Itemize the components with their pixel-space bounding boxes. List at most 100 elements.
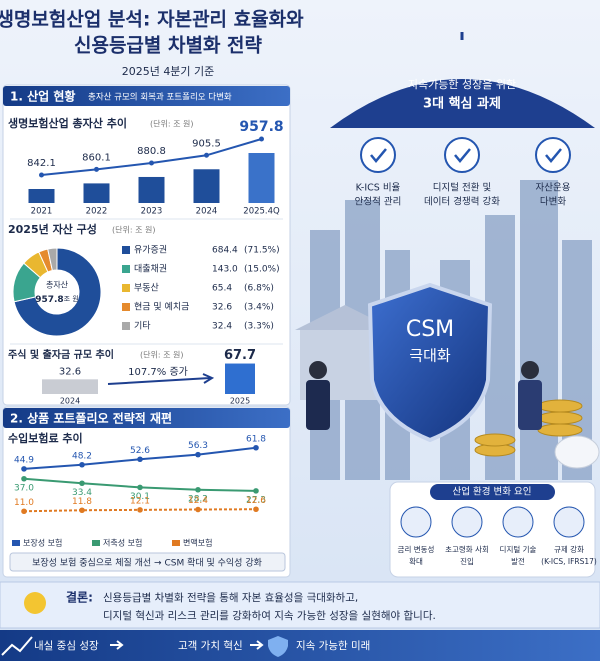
value-label: 67.7 [224,348,256,363]
shield-text: CSM [406,317,454,342]
conclusion-box [0,581,600,629]
value-label: 957.8 [239,119,283,135]
value-label: 905.5 [192,138,221,149]
value-label: 27.3 [246,495,266,505]
factor-label: 규제 강화 [554,544,584,554]
task-glyph [454,148,471,163]
legend-label: 변액보험 [183,538,212,548]
legend-label: 현금 및 예치금 [134,301,189,313]
footer-bar [0,630,600,661]
factor-icon [400,506,432,538]
legend-label: 유가증권 [134,244,167,256]
series-point [137,456,143,463]
series-point [21,508,27,515]
value-label: 860.1 [82,152,111,163]
share-label: (3.3%) [244,322,274,332]
factor-label: 초고령화 사회 [445,545,489,554]
value-label: 32.6 [212,303,232,313]
legend-swatch [122,265,130,273]
series-point [253,488,259,494]
trend-point [259,136,264,142]
title: 신용등급별 차별화 전략 [74,35,263,57]
donut-slice [47,247,58,272]
trend-point [204,152,209,158]
bar [225,363,255,394]
subtitle: 2025년 4분기 기준 [122,65,215,78]
task-icon [535,137,571,173]
value-label: 143.0 [212,265,238,275]
x-tick-label: 2025.4Q [243,207,280,217]
value-label: 12.4 [188,496,208,506]
value-label: 56.3 [188,441,208,451]
task-label: K-ICS 비율 [356,183,401,194]
legend-swatch [122,303,130,311]
bar [193,169,220,203]
center-unit: 조 원 [64,294,79,303]
center-value: 957.8 [35,295,63,305]
value-label: 12.1 [130,496,150,506]
conclusion-text: 신용등급별 차별화 전략을 통해 자본 효율성을 극대화하고, [103,591,358,604]
task-glyph [545,148,562,163]
bar [28,189,55,203]
growth-icon [1,636,33,656]
arrow [107,373,215,385]
footer-step: 고객 가치 혁신 [178,640,243,652]
factor-label: (K-ICS, IFRS17) [541,557,597,566]
series-point [137,507,143,513]
series-point [195,506,201,513]
donut-slice [13,247,102,337]
value-label: 12.6 [246,496,266,506]
bar [83,183,110,203]
legend-swatch [122,284,130,292]
legend-swatch [92,540,100,546]
donut-center-value: 957.8조 원 [35,294,79,305]
value-label: 52.6 [130,446,150,456]
task-label: 안정적 관리 [355,196,402,208]
share-label: (3.4%) [244,303,274,313]
series-point [21,466,27,472]
value-label: 11.0 [14,498,34,508]
factors-panel [389,481,596,578]
x-tick-label: 2021 [31,207,53,217]
trend-point [149,160,154,166]
annotation: 107.7% 증가 [128,366,188,378]
task-label: 데이터 경쟁력 강화 [424,196,500,208]
legend-swatch [122,322,130,330]
section-heading: 1. 산업 현황 [10,89,75,104]
footer-step: 내실 중심 성장 [34,640,99,652]
bar [42,379,98,394]
title: 생명보험산업 분석: 자본관리 효율화와 [0,9,304,31]
task-label: 자산운용 [536,183,571,194]
chart-title: 수입보험료 추이 [8,431,83,445]
value-label: 48.2 [72,451,92,461]
value-label: 30.1 [130,492,150,502]
panel [2,406,291,578]
factor-icon [451,506,483,538]
x-tick-label: 2022 [86,207,108,217]
donut-center-label: 총자산 [46,280,69,290]
person [518,380,542,430]
piggy-bank [554,435,600,469]
trend-point [94,166,99,172]
value-label: 28.2 [188,494,208,504]
factor-label: 발전 [511,556,525,566]
footer-step: 지속 가능한 미래 [296,640,370,652]
strategy-heading: 3대 핵심 과제 [423,96,501,112]
legend-label: 기타 [134,321,151,332]
chart-title: 주식 및 출자금 규모 추이 [8,348,114,361]
task-icon [360,137,396,173]
series-point [21,475,27,482]
series-point [137,484,143,491]
chart-unit: (단위: 조 원) [150,119,193,129]
section-heading: 2. 상품 포트폴리오 전략적 재편 [10,411,172,426]
value-label: 33.4 [72,488,92,498]
x-tick-label: 2023 [141,207,163,217]
conclusion-text: 디지털 혁신과 리스크 관리를 강화하여 지속 가능한 성장을 실현해야 합니다… [103,609,436,622]
bar [248,153,275,203]
value-label: 11.8 [72,497,92,507]
factors-heading-bg [430,484,555,500]
value-label: 44.9 [14,455,34,465]
series-point [79,480,85,487]
series-point [195,486,201,493]
chart-unit: (단위: 조 원) [140,350,183,360]
